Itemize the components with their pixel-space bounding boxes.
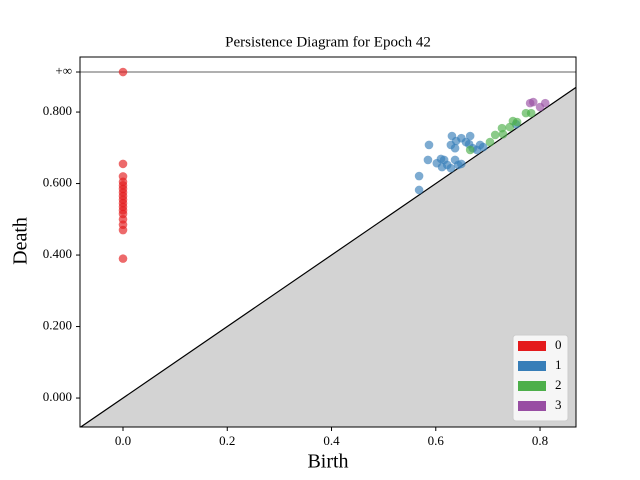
legend-label: 1 xyxy=(555,357,562,372)
point xyxy=(472,145,482,155)
x-tick-label: 0.8 xyxy=(532,433,548,448)
y-axis-label: Death xyxy=(10,217,32,265)
legend-label: 2 xyxy=(555,377,562,392)
point xyxy=(457,159,466,169)
point xyxy=(465,131,475,141)
point xyxy=(498,129,508,139)
legend-swatch xyxy=(518,401,546,411)
point xyxy=(118,159,128,169)
legend-swatch xyxy=(518,381,546,391)
x-tick-label: 0.6 xyxy=(428,433,445,448)
point xyxy=(465,145,475,155)
point xyxy=(540,98,550,108)
x-tick-label: 0.4 xyxy=(323,433,340,448)
y-tick-label: 0.400 xyxy=(43,246,72,261)
y-tick-label: 0.600 xyxy=(43,175,72,190)
plot-area xyxy=(80,67,576,427)
point xyxy=(490,130,500,140)
legend-swatch xyxy=(518,361,546,371)
y-tick-label: 0.200 xyxy=(43,318,72,333)
point xyxy=(414,171,424,181)
legend-swatch xyxy=(518,341,546,351)
legend-label: 0 xyxy=(555,337,562,352)
diagonal-line xyxy=(80,86,576,427)
y-tick-label: 0.800 xyxy=(43,103,72,118)
axes-frame xyxy=(79,56,577,428)
x-axis-label: Birth xyxy=(307,451,348,473)
point xyxy=(118,67,128,77)
point xyxy=(446,163,456,173)
point xyxy=(512,117,522,127)
point xyxy=(450,143,460,153)
point xyxy=(451,136,461,146)
legend-box xyxy=(512,334,569,422)
legend-label: 3 xyxy=(555,397,562,412)
point xyxy=(526,108,536,118)
chart-title: Persistence Diagram for Epoch 42 xyxy=(225,34,431,50)
point xyxy=(423,155,433,165)
point xyxy=(528,97,538,107)
x-tick-label: 0.2 xyxy=(219,433,235,448)
y-tick-label: 0.000 xyxy=(43,389,72,404)
point xyxy=(118,254,128,263)
point xyxy=(118,225,128,235)
point xyxy=(485,137,495,147)
point xyxy=(414,185,424,195)
x-tick-label: 0.0 xyxy=(115,433,131,448)
y-tick-label: +∞ xyxy=(55,63,72,78)
point xyxy=(424,140,434,150)
